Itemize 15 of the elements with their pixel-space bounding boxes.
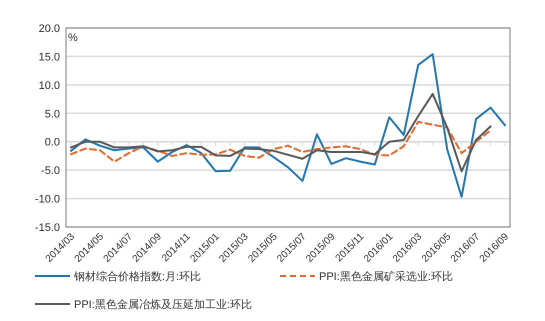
y-tick-label: -5.0	[41, 165, 60, 178]
y-tick-label: 5.0	[44, 108, 60, 120]
line-series	[70, 92, 492, 172]
y-axis-title: %	[68, 32, 78, 44]
legend-label: PPI:黑色金属冶炼及压延加工业:环比	[74, 298, 252, 311]
y-tick-label: 0.0	[44, 136, 60, 149]
y-tick-label: 15.0	[38, 51, 60, 64]
legend-label: 钢材综合价格指数:月:环比	[73, 270, 202, 283]
line-series	[70, 53, 506, 198]
y-tick-label: -15.0	[34, 222, 60, 234]
y-tick-label: 20.0	[38, 23, 60, 35]
line-series	[70, 120, 492, 163]
y-tick-label: -10.0	[34, 194, 60, 206]
legend-label: PPI:黑色金属矿采选业:环比	[319, 270, 453, 283]
y-tick-label: 10.0	[38, 80, 60, 92]
